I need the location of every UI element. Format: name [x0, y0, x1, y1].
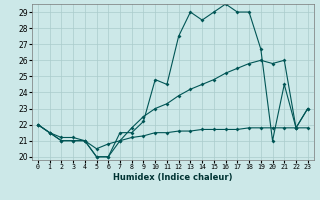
- X-axis label: Humidex (Indice chaleur): Humidex (Indice chaleur): [113, 173, 233, 182]
